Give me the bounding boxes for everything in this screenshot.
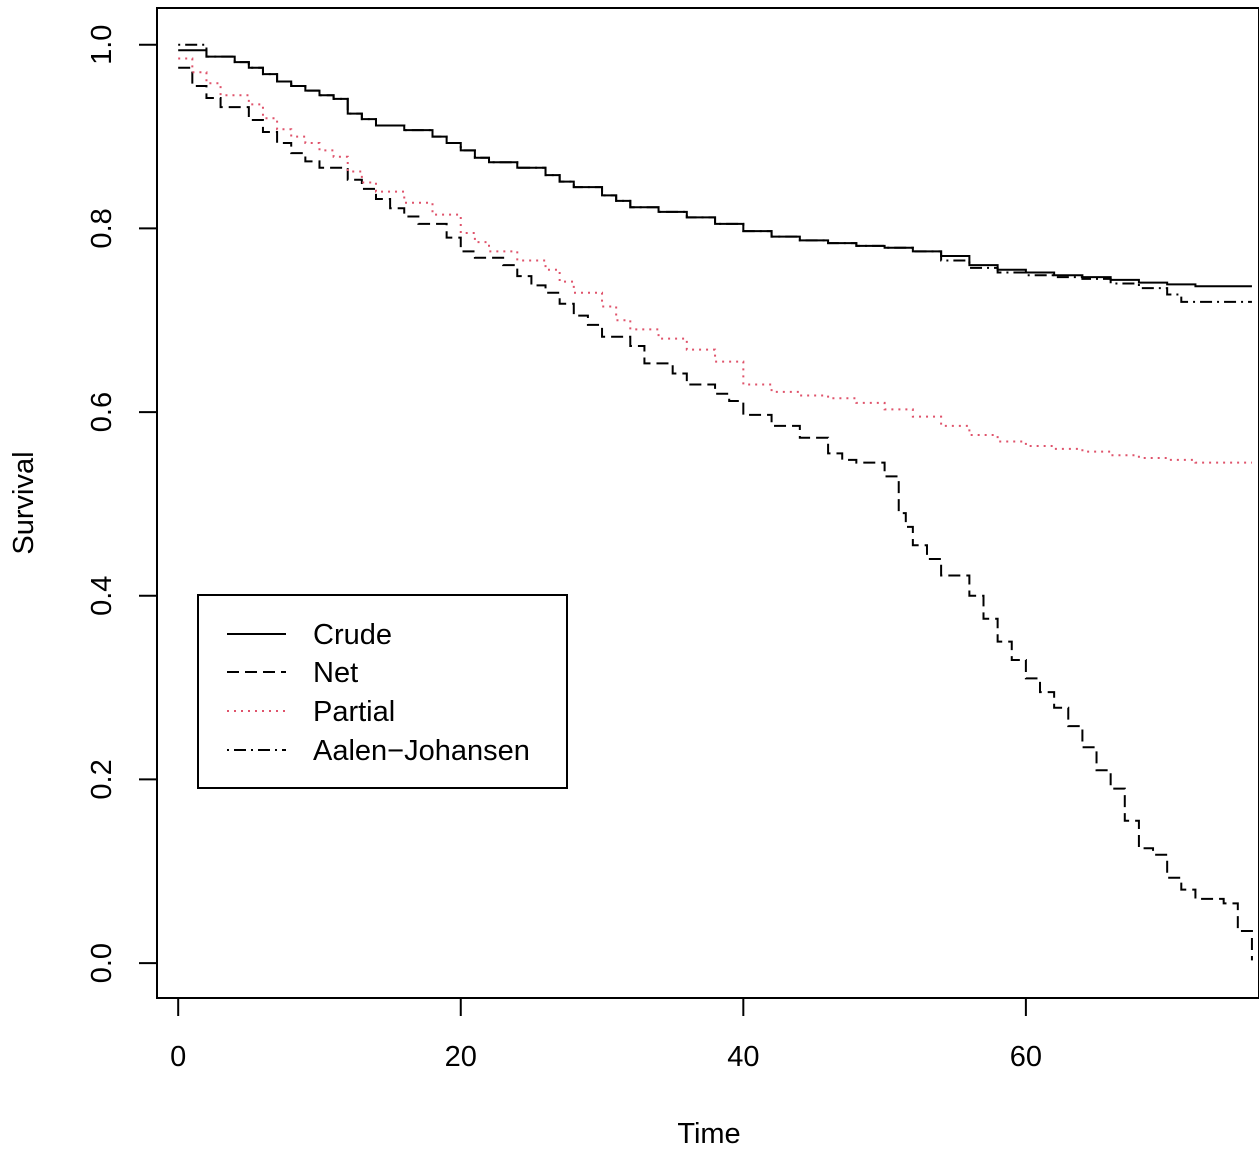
x-tick-label: 20 [445, 1041, 477, 1073]
legend-label-crude: Crude [313, 619, 392, 651]
legend-label-aalen-johansen: Aalen−Johansen [313, 735, 530, 767]
series-line-aalen-johansen [178, 43, 1252, 303]
series-line-net [178, 66, 1253, 961]
y-tick-label: 0.2 [86, 759, 118, 799]
plot-series [178, 43, 1253, 961]
x-axis-title: Time [677, 1118, 740, 1150]
legend-box [197, 594, 568, 789]
y-axis-title: Survival [8, 451, 40, 554]
y-tick-label: 0.0 [86, 943, 118, 983]
y-tick-label: 0.8 [86, 208, 118, 248]
y-tick-label: 0.6 [86, 392, 118, 432]
legend-label-net: Net [313, 657, 358, 689]
x-tick-label: 40 [727, 1041, 759, 1073]
plot-frame [156, 7, 1259, 999]
legend-label-partial: Partial [313, 696, 395, 728]
y-tick-label: 0.4 [86, 576, 118, 616]
legend: Crude Net Partial Aalen−Johansen [197, 594, 568, 789]
y-tick-label: 1.0 [86, 25, 118, 65]
x-tick-label: 60 [1010, 1041, 1042, 1073]
x-tick-label: 0 [170, 1041, 186, 1073]
